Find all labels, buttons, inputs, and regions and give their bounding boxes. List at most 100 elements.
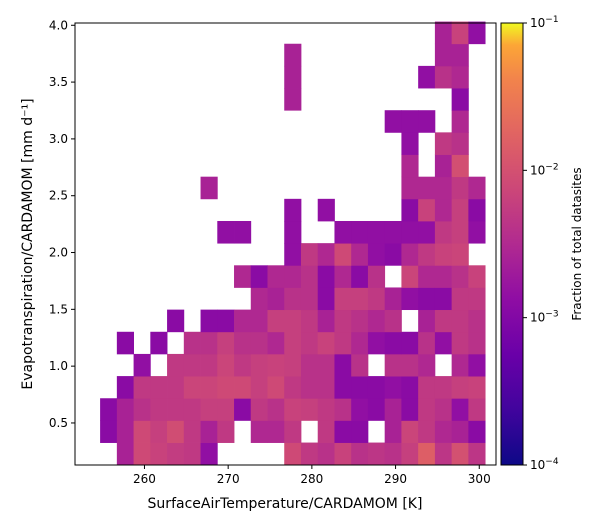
x-tick-label: 300 <box>468 472 491 486</box>
heatmap-cell <box>418 198 436 222</box>
heatmap-cell <box>150 420 168 443</box>
heatmap-cell <box>133 353 151 377</box>
heatmap-cell <box>401 376 419 399</box>
heatmap-cell <box>317 309 335 333</box>
x-axis-ticks: 260 270 280 290 300 <box>133 465 491 486</box>
heatmap-cell <box>434 198 453 222</box>
heatmap-cell <box>434 43 453 67</box>
heatmap-cell <box>351 353 369 377</box>
heatmap-cell <box>418 331 436 355</box>
x-tick-label: 270 <box>217 472 240 486</box>
heatmap-cell <box>451 265 469 288</box>
heatmap-cell <box>267 353 285 377</box>
heatmap-cell <box>468 287 486 311</box>
x-axis-label: SurfaceAirTemperature/CARDAMOM [K] <box>148 496 423 512</box>
heatmap-cell <box>367 243 386 266</box>
heatmap-cell <box>300 376 319 399</box>
heatmap-cell <box>367 376 386 399</box>
y-tick-label: 4.0 <box>49 18 68 32</box>
heatmap-cell <box>284 287 302 311</box>
heatmap-cell <box>300 331 319 355</box>
heatmap-cell <box>367 331 386 355</box>
heatmap-cell <box>451 220 469 244</box>
heatmap-cells <box>100 21 486 466</box>
heatmap-cell <box>317 331 335 355</box>
heatmap-cell <box>334 309 352 333</box>
heatmap-cell <box>116 420 134 443</box>
heatmap-cell <box>300 398 319 421</box>
heatmap-cell <box>351 265 369 288</box>
heatmap-cell <box>401 132 419 155</box>
heatmap-cell <box>401 331 419 355</box>
heatmap-cell <box>317 243 335 266</box>
heatmap-cell <box>384 220 402 244</box>
heatmap-cell <box>451 21 469 45</box>
heatmap-cell <box>250 398 268 421</box>
colorbar-ticks: 10−4 10−3 10−2 10−1 <box>523 15 559 472</box>
heatmap-cell <box>267 376 285 399</box>
heatmap-cell <box>334 442 352 466</box>
heatmap-cell <box>234 220 252 244</box>
heatmap-cell <box>300 353 319 377</box>
x-tick-label: 280 <box>300 472 323 486</box>
heatmap-cell <box>200 353 218 377</box>
heatmap-cell <box>217 220 235 244</box>
heatmap-cell <box>183 376 201 399</box>
y-axis-ticks: 0.5 1.0 1.5 2.0 2.5 3.0 3.5 4.0 <box>49 18 75 430</box>
heatmap-cell <box>284 198 302 222</box>
heatmap-cell <box>334 420 352 443</box>
heatmap-cell <box>334 243 352 266</box>
heatmap-cell <box>300 287 319 311</box>
heatmap-cell <box>334 265 352 288</box>
colorbar <box>500 22 524 466</box>
heatmap-cell <box>401 198 419 222</box>
heatmap-cell <box>434 376 453 399</box>
heatmap-cell <box>217 398 235 421</box>
heatmap-cell <box>234 331 252 355</box>
heatmap-cell <box>284 43 302 67</box>
heatmap-cell <box>468 21 486 45</box>
heatmap-cell <box>200 309 218 333</box>
heatmap-cell <box>250 376 268 399</box>
heatmap-cell <box>401 353 419 377</box>
heatmap-cell <box>351 309 369 333</box>
heatmap-cell <box>167 442 185 466</box>
heatmap-cell <box>284 398 302 421</box>
heatmap-cell <box>284 265 302 288</box>
heatmap-cell <box>451 376 469 399</box>
heatmap-cell <box>267 398 285 421</box>
heatmap-cell <box>451 198 469 222</box>
heatmap-cell <box>234 265 252 288</box>
heatmap-cell <box>418 309 436 333</box>
heatmap-cell <box>384 442 402 466</box>
heatmap-cell <box>451 243 469 266</box>
heatmap-cell <box>434 132 453 155</box>
heatmap-cell <box>200 420 218 443</box>
heatmap-cell <box>434 398 453 421</box>
heatmap-cell <box>133 442 151 466</box>
heatmap-cell <box>401 154 419 178</box>
heatmap-cell <box>451 154 469 178</box>
heatmap-cell <box>451 176 469 200</box>
heatmap-cell <box>434 176 453 200</box>
heatmap-cell <box>167 376 185 399</box>
heatmap-cell <box>434 265 453 288</box>
heatmap-cell <box>468 442 486 466</box>
heatmap-cell <box>418 353 436 377</box>
heatmap-cell <box>133 376 151 399</box>
heatmap-cell <box>217 353 235 377</box>
heatmap-cell <box>367 220 386 244</box>
heatmap-cell <box>100 398 118 421</box>
heatmap-cell <box>133 398 151 421</box>
heatmap-cell <box>451 132 469 155</box>
heatmap-cell <box>183 331 201 355</box>
heatmap-cell <box>401 220 419 244</box>
heatmap-cell <box>284 65 302 89</box>
heatmap-cell <box>351 243 369 266</box>
heatmap-cell <box>317 287 335 311</box>
heatmap-cell <box>351 331 369 355</box>
colorbar-label: Fraction of total datasites <box>570 167 584 320</box>
heatmap-cell <box>150 442 168 466</box>
heatmap-cell <box>284 353 302 377</box>
heatmap-cell <box>418 287 436 311</box>
